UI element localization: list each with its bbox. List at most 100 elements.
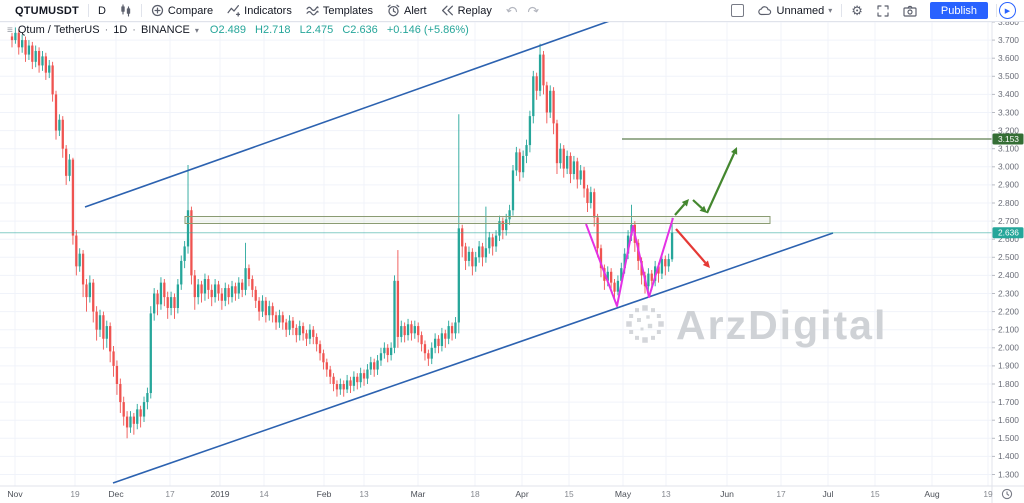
settings-button[interactable]: ⚙ [844,1,870,21]
candles-layer [10,27,674,439]
green-arrowhead-icon [731,147,738,155]
legend-separator: · [104,24,109,36]
select-layout-checkbox[interactable] [724,1,751,21]
undo-button[interactable] [499,1,526,21]
svg-text:3.200: 3.200 [998,125,1019,135]
toolbar-separator [87,4,89,17]
top-toolbar: QTUMUSDT D Compare Indicators Templates [0,0,1024,22]
green-arrow [705,152,736,214]
alert-button[interactable]: Alert [380,1,434,21]
replay-label: Replay [457,4,492,17]
svg-text:Feb: Feb [317,489,332,499]
svg-text:19: 19 [983,489,993,499]
svg-text:3.400: 3.400 [998,89,1019,99]
svg-text:2.800: 2.800 [998,198,1019,208]
chart-style-button[interactable] [113,1,139,21]
w-pattern-zigzag[interactable] [585,217,674,307]
replay-icon [441,5,453,16]
svg-text:17: 17 [776,489,786,499]
cloud-icon [757,6,771,16]
fullscreen-button[interactable] [870,1,896,21]
svg-text:17: 17 [165,489,175,499]
green-arrowhead-icon [681,199,689,207]
legend-change: +0.146 (+5.86%) [386,24,469,36]
symbol-menu-icon: ≡ [7,24,13,36]
camera-icon [903,5,917,17]
svg-text:2019: 2019 [210,489,229,499]
svg-text:Nov: Nov [7,489,23,499]
cloud-save-button[interactable]: Unnamed ▾ [751,1,840,21]
legend-exchange[interactable]: BINANCE [140,24,190,36]
scenario-arrows[interactable] [674,147,738,268]
svg-text:Jun: Jun [720,489,734,499]
indicators-button[interactable]: Indicators [220,1,299,21]
gear-icon: ⚙ [851,3,863,18]
svg-text:May: May [615,489,632,499]
legend-ohlc: O2.489 H2.718 L2.475 C2.636 +0.146 (+5.8… [209,24,469,36]
timezone-clock-button[interactable] [1001,488,1013,500]
time-axis[interactable]: Nov 19 Dec 17 2019 14 Feb 13 Mar 18 Apr 15 May 13 Jun 1… [7,489,993,499]
alert-label: Alert [403,4,427,17]
red-arrow [675,228,707,264]
interval-button[interactable]: D [91,1,113,21]
quick-share-button[interactable]: ▶ [999,2,1016,19]
channel-upper-line [84,17,619,208]
alert-clock-icon [387,4,400,17]
svg-text:3.153: 3.153 [998,134,1019,144]
legend-symbol-title[interactable]: Qtum / TetherUS [17,24,100,36]
svg-text:1.400: 1.400 [998,451,1019,461]
toolbar-separator [140,4,142,17]
svg-text:Jul: Jul [823,489,834,499]
symbol-button[interactable]: QTUMUSDT [8,1,86,21]
svg-text:2.000: 2.000 [998,343,1019,353]
symbol-label: QTUMUSDT [15,4,79,17]
toolbar-separator [996,4,997,17]
snapshot-button[interactable] [896,1,924,21]
legend-interval[interactable]: 1D [113,24,128,36]
svg-text:1.900: 1.900 [998,361,1019,371]
templates-label: Templates [322,4,373,17]
green-arrow [674,203,686,216]
svg-text:2.400: 2.400 [998,270,1019,280]
svg-text:2.100: 2.100 [998,325,1019,335]
publish-button[interactable]: Publish [929,2,988,19]
chevron-down-icon[interactable]: ▾ [194,25,199,35]
svg-text:2.200: 2.200 [998,306,1019,316]
svg-text:3.300: 3.300 [998,107,1019,117]
svg-text:1.300: 1.300 [998,469,1019,479]
svg-text:15: 15 [870,489,880,499]
svg-text:13: 13 [661,489,671,499]
svg-text:2.600: 2.600 [998,234,1019,244]
compare-button[interactable]: Compare [144,1,220,21]
redo-button[interactable] [526,1,546,21]
compare-icon [151,4,163,17]
watermark-text: ArzDigital [676,302,887,348]
clock-icon [1001,488,1013,500]
chart-legend: ≡ Qtum / TetherUS · 1D · BINANCE ▾ O2.48… [7,24,469,36]
svg-text:15: 15 [564,489,574,499]
channel-lower-line [112,232,834,484]
templates-button[interactable]: Templates [299,1,380,21]
candlestick-icon [121,4,131,17]
svg-text:3.000: 3.000 [998,162,1019,172]
svg-text:18: 18 [470,489,480,499]
replay-button[interactable]: Replay [434,1,499,21]
price-axis[interactable]: 3.8003.7003.6003.5003.4003.3003.2003.100… [992,17,1024,480]
svg-text:1.600: 1.600 [998,415,1019,425]
toolbar-separator [841,4,843,17]
svg-text:2.636: 2.636 [998,228,1019,238]
indicators-label: Indicators [244,4,292,17]
trend-channel[interactable] [84,17,834,484]
last-price-label [992,227,1024,239]
resistance-zone-box[interactable] [184,216,771,224]
svg-text:Aug: Aug [924,489,940,499]
indicators-icon [227,5,241,17]
svg-text:3.700: 3.700 [998,35,1019,45]
svg-text:19: 19 [70,489,80,499]
chevron-down-icon: ▾ [828,6,833,15]
svg-text:3.100: 3.100 [998,144,1019,154]
svg-text:3.500: 3.500 [998,71,1019,81]
svg-text:14: 14 [259,489,269,499]
interval-label: D [97,4,106,17]
